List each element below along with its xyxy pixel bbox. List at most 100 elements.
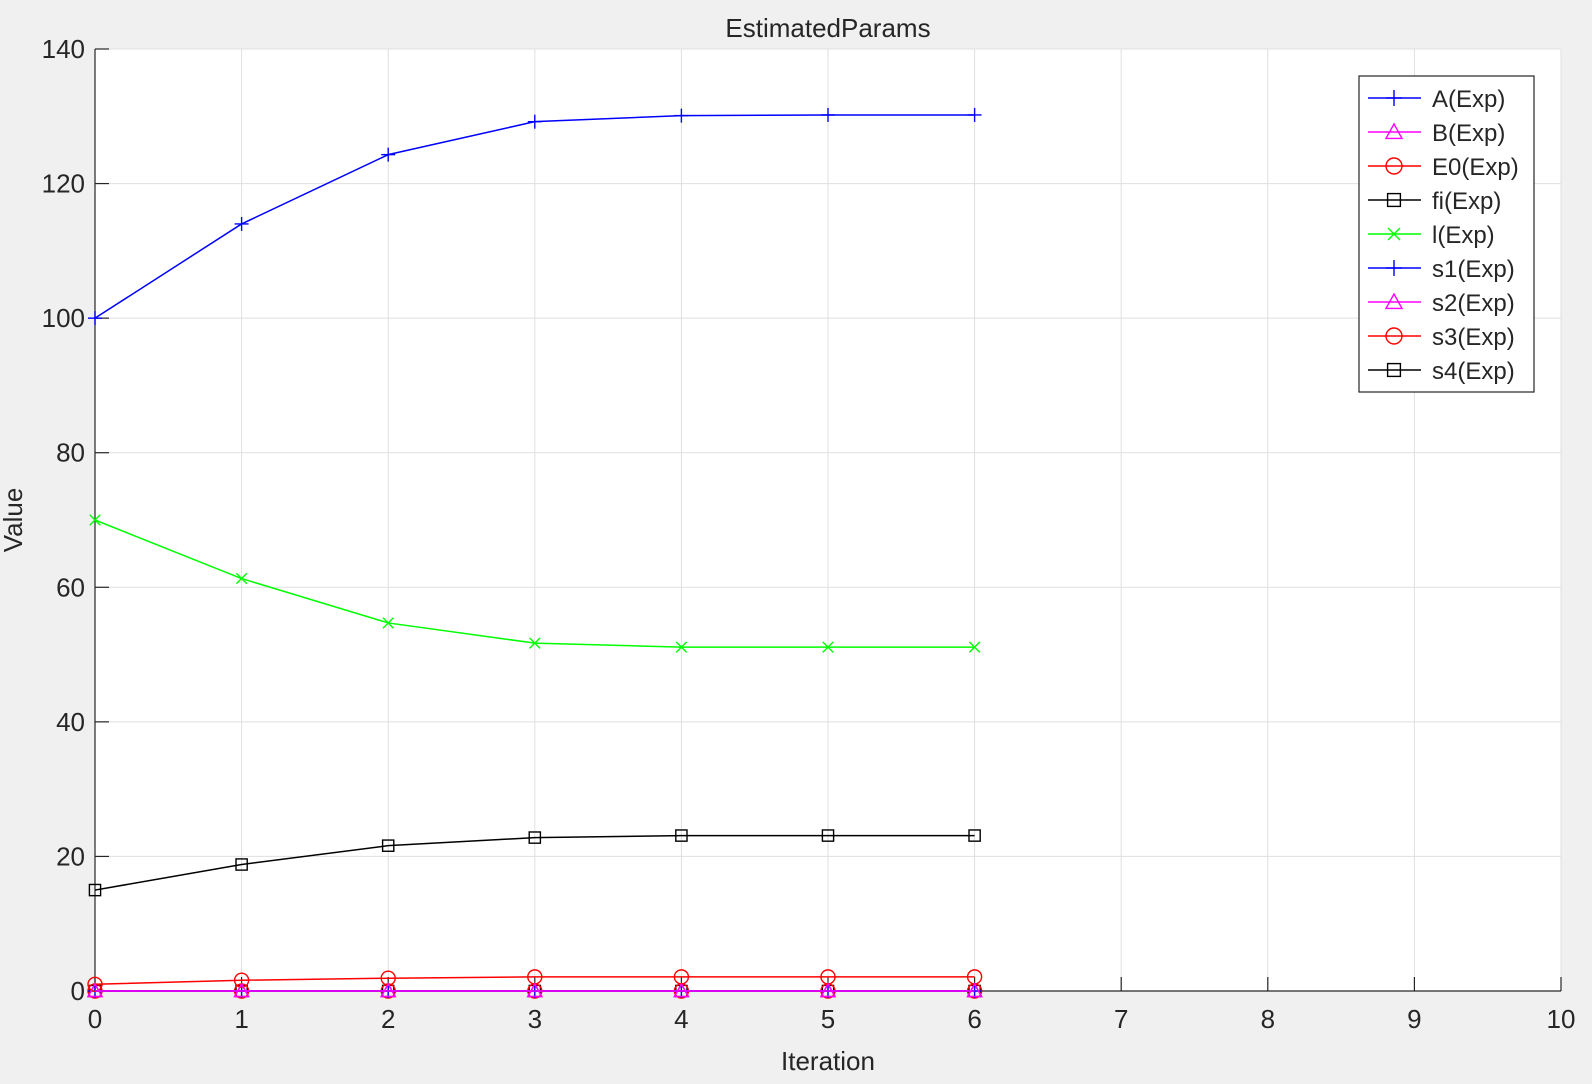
legend-item[interactable]: fi(Exp) xyxy=(1368,188,1501,215)
legend-label: E0(Exp) xyxy=(1432,154,1519,181)
x-tick-label: 8 xyxy=(1261,1004,1275,1034)
data-point-marker xyxy=(675,829,688,842)
data-point-marker xyxy=(819,982,837,998)
series-a-exp xyxy=(88,107,982,326)
y-tick-label: 100 xyxy=(42,303,85,333)
data-point-marker xyxy=(381,839,395,852)
data-point-marker xyxy=(528,831,542,844)
series-b-exp xyxy=(86,982,983,998)
legend-label: s1(Exp) xyxy=(1432,256,1515,283)
y-tick-label: 120 xyxy=(42,169,85,199)
legend-label: A(Exp) xyxy=(1432,86,1505,113)
marker-square xyxy=(235,858,248,871)
x-tick-label: 3 xyxy=(528,1004,542,1034)
data-point-marker xyxy=(88,311,102,326)
series-lines xyxy=(86,107,983,999)
data-point-marker xyxy=(675,641,688,653)
marker-circle xyxy=(1385,327,1403,345)
x-tick-label: 4 xyxy=(674,1004,688,1034)
x-tick-label: 2 xyxy=(381,1004,395,1034)
data-point-marker xyxy=(235,858,248,871)
y-tick-label: 20 xyxy=(56,841,85,871)
marker-square xyxy=(88,883,102,897)
data-point-marker xyxy=(1387,227,1401,241)
marker-square xyxy=(528,831,542,844)
data-point-marker xyxy=(381,147,396,162)
marker-triangle xyxy=(966,982,983,998)
marker-square xyxy=(1386,362,1402,378)
marker-x-b xyxy=(1387,227,1401,241)
x-tick-label: 9 xyxy=(1407,1004,1421,1034)
marker-square xyxy=(1386,192,1402,208)
data-point-marker xyxy=(88,883,102,897)
marker-square xyxy=(821,829,835,842)
data-point-marker xyxy=(1384,122,1404,140)
data-point-marker xyxy=(1384,292,1404,310)
data-point-marker xyxy=(821,829,835,842)
data-point-marker xyxy=(382,617,394,629)
marker-square xyxy=(381,839,395,852)
data-point-marker xyxy=(380,982,397,998)
x-axis-title: Iteration xyxy=(781,1046,875,1076)
chart-title: EstimatedParams xyxy=(725,13,930,43)
legend-label: fi(Exp) xyxy=(1432,188,1501,215)
legend-item[interactable]: s3(Exp) xyxy=(1368,324,1515,351)
data-point-marker xyxy=(89,514,101,526)
legend-item[interactable]: s4(Exp) xyxy=(1368,358,1515,385)
x-tick-label: 10 xyxy=(1547,1004,1576,1034)
series-l-exp xyxy=(89,514,981,653)
x-tick-label: 0 xyxy=(88,1004,102,1034)
data-point-marker xyxy=(526,982,543,998)
data-point-marker xyxy=(1385,327,1403,345)
x-tick-label: 1 xyxy=(234,1004,248,1034)
legend-label: s2(Exp) xyxy=(1432,290,1515,317)
data-point-marker xyxy=(1386,260,1402,276)
series-line xyxy=(94,976,975,986)
marker-triangle xyxy=(819,982,837,998)
legend-label: s3(Exp) xyxy=(1432,324,1515,351)
data-point-marker xyxy=(968,641,981,653)
data-point-marker xyxy=(234,216,249,231)
y-tick-label: 0 xyxy=(71,976,85,1006)
x-tick-label: 6 xyxy=(967,1004,981,1034)
legend-item[interactable]: s1(Exp) xyxy=(1368,256,1515,283)
legend-item[interactable]: l(Exp) xyxy=(1368,222,1495,249)
marker-x-b xyxy=(382,617,394,629)
marker-triangle xyxy=(86,982,104,998)
legend-label: l(Exp) xyxy=(1432,222,1495,249)
data-point-marker xyxy=(1386,90,1402,106)
marker-x-b xyxy=(529,637,541,649)
data-point-marker xyxy=(86,982,104,998)
y-axis-title: Value xyxy=(0,488,28,553)
marker-x-b xyxy=(968,641,981,653)
data-point-marker xyxy=(233,982,250,998)
y-tick-label: 80 xyxy=(56,438,85,468)
legend-label: B(Exp) xyxy=(1432,120,1505,147)
marker-triangle xyxy=(526,982,543,998)
data-point-marker xyxy=(673,982,690,998)
data-point-marker xyxy=(1386,192,1402,208)
data-point-marker xyxy=(821,107,835,122)
legend-item[interactable]: s2(Exp) xyxy=(1368,290,1515,317)
legend-item[interactable]: B(Exp) xyxy=(1368,120,1505,147)
marker-triangle xyxy=(233,982,250,998)
data-point-marker xyxy=(529,637,541,649)
legend[interactable]: A(Exp) B(Exp) E0(Exp) fi(Exp) l(Exp) s1(Exp) s… xyxy=(1358,75,1535,393)
marker-triangle xyxy=(1384,122,1404,140)
legend-item[interactable]: E0(Exp) xyxy=(1368,154,1519,181)
data-point-marker xyxy=(968,829,981,842)
data-point-marker xyxy=(1385,157,1403,175)
marker-x-b xyxy=(675,641,688,653)
y-tick-label: 140 xyxy=(42,34,85,64)
marker-x-b xyxy=(235,572,248,585)
marker-circle xyxy=(1385,157,1403,175)
marker-triangle xyxy=(380,982,397,998)
marker-circle xyxy=(233,972,250,988)
data-point-marker xyxy=(674,108,689,123)
data-point-marker xyxy=(235,572,248,585)
marker-triangle xyxy=(673,982,690,998)
series-fi-exp xyxy=(88,829,981,897)
data-point-marker xyxy=(966,982,983,998)
data-point-marker xyxy=(527,114,542,129)
legend-item[interactable]: A(Exp) xyxy=(1368,86,1505,113)
